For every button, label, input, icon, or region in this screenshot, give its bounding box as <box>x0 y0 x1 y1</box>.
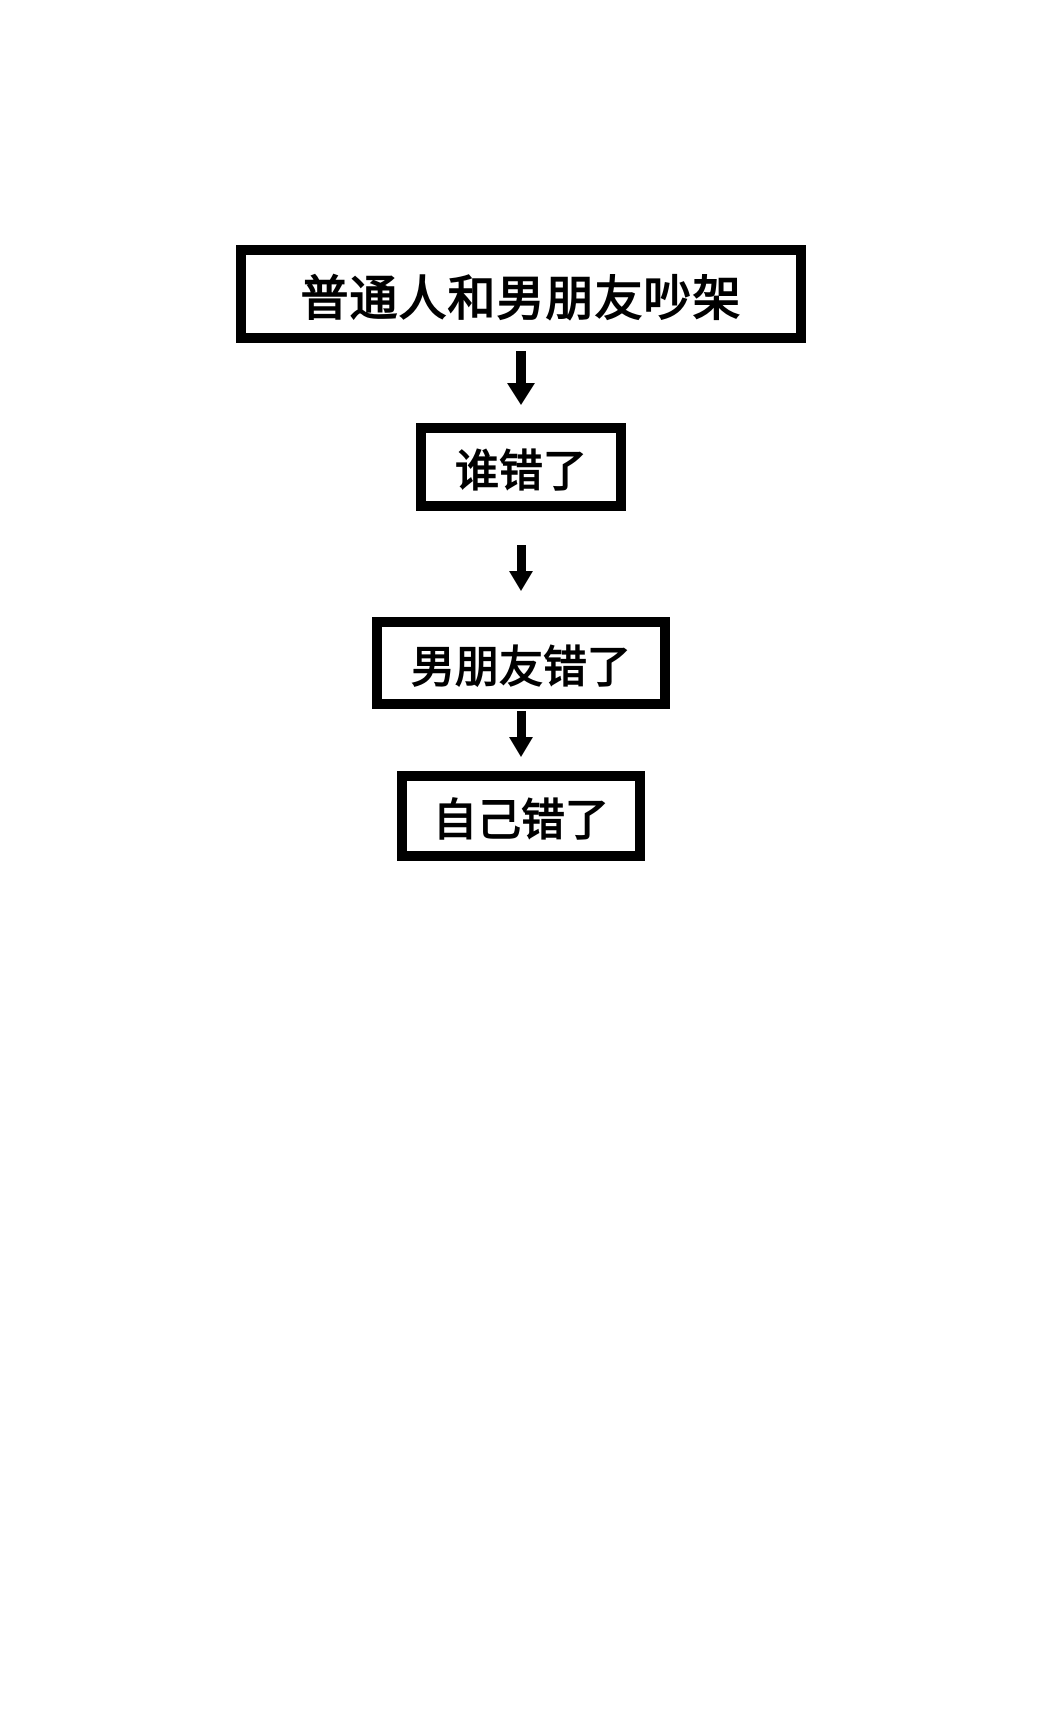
flowchart-node-question: 谁错了 <box>416 423 626 511</box>
flowchart-node-answer-2: 自己错了 <box>397 771 645 861</box>
flowchart-node-answer-1: 男朋友错了 <box>372 617 670 709</box>
arrow-shaft <box>516 351 526 383</box>
flowchart-node-start: 普通人和男朋友吵架 <box>236 245 806 343</box>
node-label: 普通人和男朋友吵架 <box>300 259 741 329</box>
arrow-head <box>509 571 533 591</box>
arrow-shaft <box>517 711 526 737</box>
arrow-shaft <box>517 545 526 571</box>
flowchart-container: 普通人和男朋友吵架 谁错了 男朋友错了 自己错了 <box>236 245 806 861</box>
node-label: 男朋友错了 <box>411 631 631 695</box>
arrow-down-icon <box>509 545 533 591</box>
arrow-down-icon <box>509 711 533 757</box>
arrow-head <box>509 737 533 757</box>
arrow-down-icon <box>507 351 535 405</box>
node-label: 自己错了 <box>433 784 609 848</box>
node-label: 谁错了 <box>455 435 587 499</box>
arrow-head <box>507 383 535 405</box>
